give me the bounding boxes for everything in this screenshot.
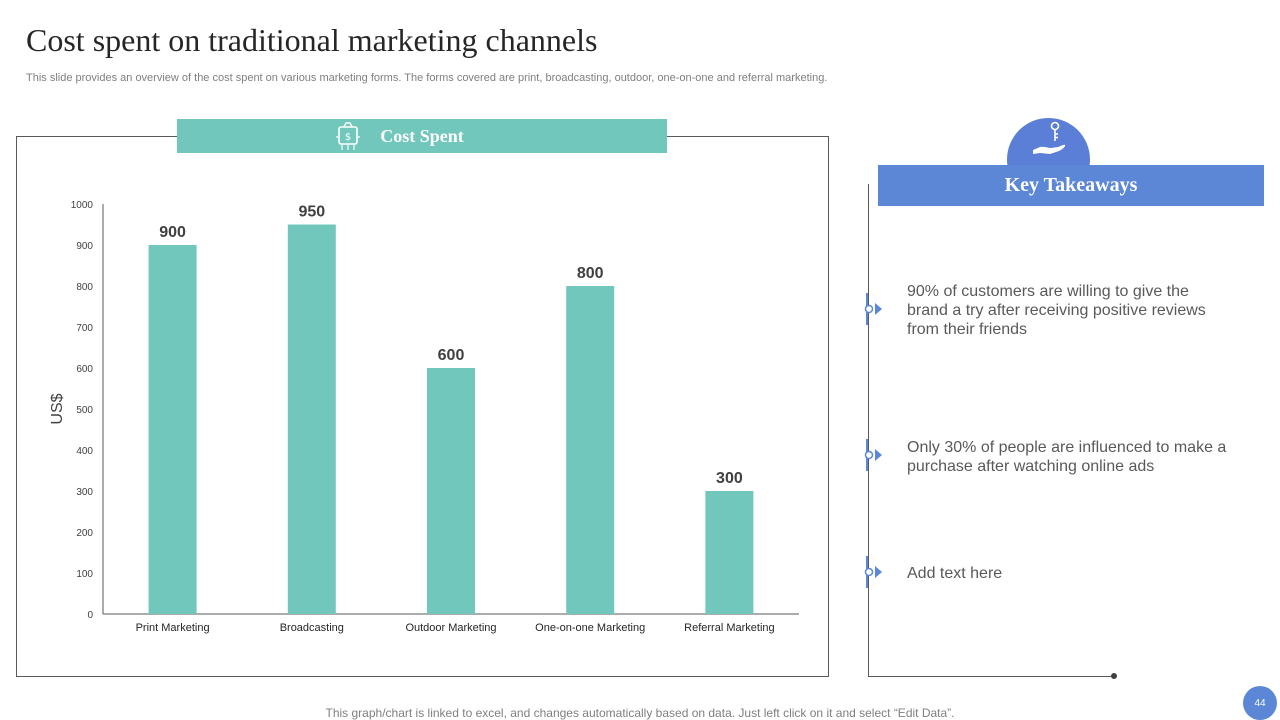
data-label: 300 (716, 470, 743, 487)
bar (427, 368, 475, 614)
takeaway-frame-line (868, 184, 869, 677)
chart-header-label: Cost Spent (380, 125, 464, 146)
chart-header: $ Cost Spent (177, 119, 667, 153)
x-tick-label: Print Marketing (136, 622, 210, 634)
svg-text:$: $ (345, 132, 351, 143)
x-tick-label: Outdoor Marketing (405, 622, 496, 634)
bar-chart[interactable]: 0 100 200 300 400 500 600 700 800 900 1000 US$ 900 Pr… (0, 0, 830, 680)
y-tick-label: 400 (76, 446, 93, 457)
y-axis-label: US$ (49, 393, 66, 424)
takeaway-arrow-icon (864, 293, 882, 325)
y-tick-label: 1000 (71, 200, 94, 211)
money-bag-icon: $ (336, 122, 360, 150)
takeaway-item-1: 90% of customers are willing to give the… (907, 283, 1206, 338)
y-tick-label: 300 (76, 487, 93, 498)
y-tick-label: 100 (76, 569, 93, 580)
hand-holding-key-icon (1033, 121, 1066, 154)
takeaway-arrow-icon (864, 556, 882, 588)
x-tick-label: One-on-one Marketing (535, 622, 645, 634)
data-label: 600 (438, 347, 465, 364)
bar (148, 245, 197, 614)
page-subtitle: This slide provides an overview of the c… (26, 72, 828, 84)
y-tick-label: 800 (76, 282, 93, 293)
footer-note: This graph/chart is linked to excel, and… (325, 706, 955, 720)
takeaway-arrow-icon (864, 439, 882, 471)
page-title: Cost spent on traditional marketing chan… (26, 22, 598, 58)
bar (705, 491, 754, 614)
x-tick-label: Broadcasting (280, 622, 344, 634)
data-label: 800 (577, 265, 604, 282)
y-tick-label: 500 (76, 405, 93, 416)
page-number: 44 (1243, 686, 1277, 720)
y-tick-label: 200 (76, 528, 93, 539)
takeaway-item-3[interactable]: Add text here (907, 565, 1003, 582)
y-tick-label: 900 (76, 241, 93, 252)
y-tick-label: 600 (76, 364, 93, 375)
takeaway-end-dot (1111, 673, 1117, 679)
y-tick-label: 0 (87, 610, 93, 621)
takeaway-bottom-line (868, 676, 1114, 677)
data-label: 950 (298, 204, 325, 221)
data-label: 900 (159, 224, 186, 241)
x-tick-label: Referral Marketing (684, 622, 774, 634)
takeaway-item-2: Only 30% of people are influenced to mak… (907, 439, 1227, 475)
bar (287, 224, 336, 614)
y-tick-label: 700 (76, 323, 93, 334)
key-takeaways-header: Key Takeaways (878, 165, 1264, 206)
bar (566, 286, 615, 614)
